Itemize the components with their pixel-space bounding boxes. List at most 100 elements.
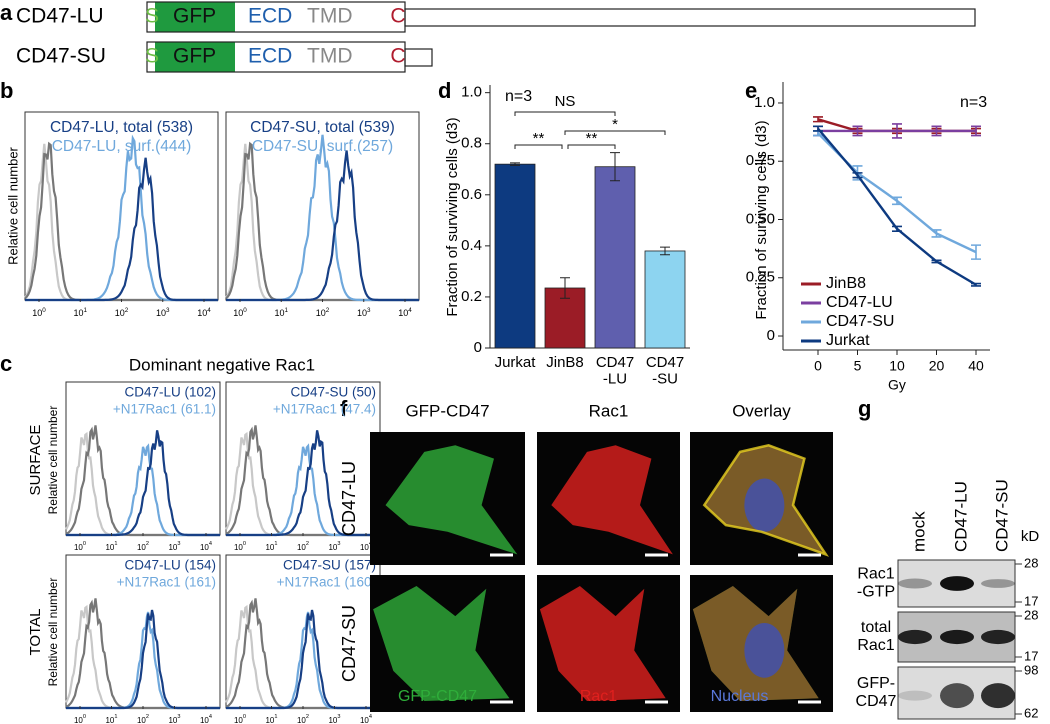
error-bar	[971, 282, 981, 287]
y-axis-label: Relative cell number	[46, 406, 60, 515]
error-bar	[852, 172, 863, 179]
tick-exponent: 0	[243, 541, 246, 547]
blot-band	[981, 629, 1015, 645]
tick-base: 10	[297, 543, 306, 552]
histogram-curve	[225, 141, 419, 302]
y-tick-label: 0.4	[461, 237, 482, 254]
tick-exponent: 4	[209, 714, 212, 720]
x-tick-label: 100	[234, 714, 246, 724]
x-tick-label: 103	[357, 307, 371, 319]
tick-base: 10	[360, 543, 369, 552]
domain-label: S	[145, 45, 159, 68]
tick-exponent: 4	[408, 307, 412, 314]
histogram-curve	[66, 609, 220, 710]
x-tick-label: 102	[137, 541, 149, 552]
significance-bracket	[514, 111, 616, 116]
marker-label: 28	[1024, 607, 1038, 622]
blot-band	[898, 629, 932, 645]
tick-exponent: 1	[84, 307, 88, 314]
panel-label: d	[438, 78, 451, 103]
tick-exponent: 1	[114, 541, 117, 547]
tick-exponent: 2	[146, 541, 149, 547]
tick-base: 10	[360, 716, 369, 724]
legend-control: CD47-SU (50)	[290, 385, 376, 400]
y-tick-label: 0.8	[461, 135, 482, 152]
histogram-curve	[226, 609, 380, 710]
domain-label: ECD	[248, 45, 292, 68]
error-bar	[560, 277, 570, 299]
x-tick-label: 0	[814, 358, 822, 374]
error-bar	[660, 246, 670, 256]
error-bar	[971, 125, 981, 137]
text-line: CD47	[646, 354, 684, 371]
x-tick-label: 10	[889, 358, 905, 374]
domain-label: GFP	[173, 5, 216, 28]
error-bar	[852, 125, 863, 137]
significance-bracket	[564, 130, 666, 135]
error-bar	[931, 259, 942, 264]
tick-exponent: 1	[114, 714, 117, 720]
tick-exponent: 4	[209, 541, 212, 547]
text-line: Rac1	[857, 566, 894, 583]
nucleus	[744, 622, 785, 678]
tail	[404, 48, 433, 67]
row-label: total Rac1	[857, 619, 894, 654]
bar	[494, 163, 536, 349]
error-bar	[892, 196, 902, 206]
tick-base: 10	[328, 716, 337, 724]
significance-label: *	[612, 116, 618, 133]
y-axis-label: Relative cell number	[46, 578, 60, 687]
bar	[644, 250, 686, 349]
error-bar	[892, 123, 902, 139]
tick-base: 10	[168, 716, 177, 724]
tick-base: 10	[234, 716, 243, 724]
histogram-curve	[65, 425, 220, 537]
tick-base: 10	[398, 308, 408, 318]
tick-exponent: 0	[83, 714, 86, 720]
blot-band	[940, 683, 974, 709]
x-tick-label: 40	[968, 358, 984, 374]
histogram-curve	[66, 430, 220, 537]
text-line: -SU	[652, 370, 678, 387]
tick-exponent: 1	[285, 307, 289, 314]
column-title: Overlay	[732, 401, 791, 420]
x-tick-label: 104	[200, 541, 212, 552]
tick-base: 10	[200, 543, 209, 552]
tick-exponent: 2	[306, 714, 309, 720]
y-tick-label: 0.2	[461, 288, 482, 305]
cell-edge	[702, 443, 830, 557]
y-tick-label: 0.6	[461, 186, 482, 203]
panel-title: Dominant negative Rac1	[129, 355, 315, 374]
x-tick-label: 101	[265, 541, 277, 552]
legend-label: CD47-LU	[826, 294, 893, 311]
histogram-curve	[25, 134, 218, 302]
tick-exponent: 3	[177, 541, 180, 547]
y-axis-label: Relative cell number	[5, 146, 20, 264]
legend-control: CD47-LU (154)	[124, 558, 216, 573]
error-bar	[892, 225, 902, 232]
blot-band	[898, 690, 932, 701]
tick-base: 10	[265, 543, 274, 552]
tick-exponent: 3	[337, 541, 340, 547]
nucleus	[744, 478, 785, 532]
tick-exponent: 0	[243, 714, 246, 720]
text-line: Rac1	[857, 637, 894, 654]
histogram-curve	[25, 157, 218, 302]
x-tick-label: 5	[854, 358, 862, 374]
x-tick-label: JinB8	[546, 354, 584, 371]
cell-signal	[539, 586, 666, 701]
annotation: n=3	[960, 94, 987, 111]
tick-base: 10	[105, 543, 114, 552]
error-bar	[971, 244, 981, 260]
lane-label: CD47-LU	[951, 481, 970, 552]
tick-base: 10	[156, 308, 166, 318]
tick-base: 10	[233, 308, 243, 318]
lane-label: mock	[909, 511, 928, 552]
tick-base: 10	[197, 308, 207, 318]
x-tick-label: 104	[398, 307, 412, 319]
legend-total: CD47-SU, total (539)	[250, 119, 395, 136]
legend-mutant: +N17Rac1 (47.4)	[273, 402, 376, 417]
tick-base: 10	[74, 543, 83, 552]
